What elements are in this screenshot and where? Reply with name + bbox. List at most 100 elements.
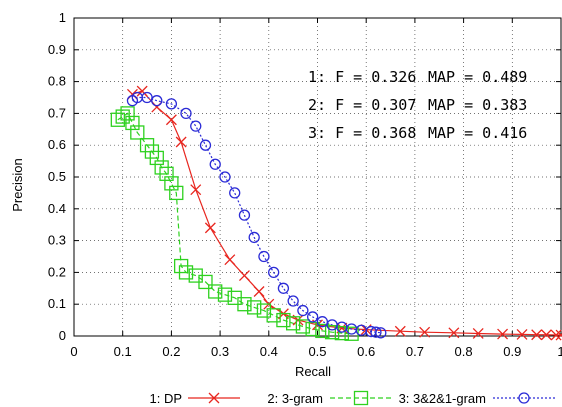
series-3-point (141, 91, 153, 104)
series-2-point (324, 325, 340, 340)
series-3-point (370, 326, 382, 338)
x-tick-label: 0 (70, 344, 77, 359)
series-2-point (285, 316, 301, 331)
legend-label-2: 2: 3-gram (267, 391, 323, 406)
series-line-2 (117, 112, 352, 335)
series-3-point (199, 139, 212, 151)
series-3-point (248, 231, 260, 244)
series-1-point (165, 114, 177, 126)
series-1-point (516, 328, 528, 340)
x-tick-label: 1 (557, 344, 562, 359)
axis-ticks: 0 0.1 0.2 0.3 0.4 0.5 0.6 0.7 0.8 0.9 1 0 0.1 0.2 0.3 0… (48, 10, 562, 359)
series-3-point (287, 295, 299, 307)
series-1-point (555, 329, 562, 341)
series-3-point (219, 171, 231, 183)
y-tick-label: 0.2 (48, 264, 66, 279)
y-tick-label: 0.5 (48, 169, 66, 184)
y-tick-label: 0.7 (48, 105, 66, 120)
series-2-point (149, 150, 164, 166)
legend: 1: DP 2: 3-gram 3: 3&2&1-gram (149, 390, 555, 406)
series-1-point (540, 329, 552, 341)
y-tick-label: 0.8 (48, 74, 66, 89)
series-3-point (151, 95, 163, 107)
series-3-point (238, 209, 251, 221)
series-2-point (169, 185, 184, 201)
series-3-point (229, 187, 241, 199)
series-2-point (125, 115, 140, 131)
series-3-point (258, 250, 270, 263)
series-2-point (198, 274, 213, 290)
annotation-block: 1: F = 0.326 MAP = 0.489 2: F = 0.307 MA… (308, 68, 527, 142)
series-1-point (238, 270, 250, 282)
series-1-point (448, 327, 460, 339)
y-tick-label: 0.9 (48, 42, 66, 57)
series-2-point (164, 176, 179, 191)
series-2-point (217, 287, 233, 302)
y-tick-label: 0.6 (48, 137, 66, 152)
plot-frame (73, 17, 562, 337)
series-3-point (277, 282, 290, 294)
series-3-point (209, 158, 221, 170)
series-1-point (497, 328, 509, 340)
y-axis-label: Precision (10, 158, 25, 211)
x-tick-label: 0.7 (406, 344, 424, 359)
series-3-point (375, 327, 387, 339)
series-1-point (136, 85, 148, 97)
y-tick-label: 0.1 (48, 296, 66, 311)
x-tick-label: 0.6 (357, 344, 375, 359)
series-1-point (419, 326, 431, 338)
series-2-point (159, 166, 174, 181)
y-tick-label: 0.4 (48, 201, 66, 216)
series-1-point (175, 136, 187, 148)
series-3-point (297, 304, 309, 317)
y-tick-label: 0.3 (48, 233, 66, 248)
series-line-3 (132, 96, 381, 334)
legend-label-1: 1: DP (149, 391, 182, 406)
x-tick-label: 0.5 (308, 344, 326, 359)
annotation-1-map: MAP = 0.489 (428, 68, 527, 86)
series-3-point (316, 316, 329, 328)
series-2-point (266, 308, 281, 323)
y-tick-label: 0 (59, 328, 66, 343)
series-3-point (190, 120, 202, 132)
x-tick-label: 0.4 (260, 344, 278, 359)
legend-marker-3 (518, 392, 530, 404)
series-1-point (190, 184, 202, 196)
series-2-point (247, 300, 262, 315)
y-tick-label: 1 (59, 10, 66, 25)
series-2-point (256, 303, 272, 318)
legend-marker-2 (353, 390, 369, 406)
series-2-point (315, 323, 330, 339)
annotation-3-f: 3: F = 0.368 (308, 124, 416, 142)
series-3-point (268, 266, 280, 279)
annotation-2-f: 2: F = 0.307 (308, 96, 416, 114)
series-2-point (120, 106, 135, 121)
series-1-point (253, 286, 265, 297)
series-2-point (237, 297, 252, 312)
series-1-point (394, 325, 406, 337)
series-1-point (224, 254, 236, 266)
x-tick-label: 0.1 (114, 344, 132, 359)
annotation-1-f: 1: F = 0.326 (308, 68, 416, 86)
series-2-point (178, 265, 194, 280)
series-2-point (276, 312, 291, 328)
series-3-point (165, 98, 178, 110)
series-2-point (130, 125, 145, 140)
x-tick-label: 0.3 (211, 344, 229, 359)
series-2-point (208, 284, 223, 299)
legend-marker-1 (208, 392, 220, 404)
x-axis-label: Recall (295, 364, 331, 379)
x-tick-label: 0.9 (503, 344, 521, 359)
annotation-2-map: MAP = 0.383 (428, 96, 527, 114)
x-tick-label: 0.2 (162, 344, 180, 359)
annotation-3-map: MAP = 0.416 (428, 124, 527, 142)
x-tick-label: 0.8 (455, 344, 473, 359)
grid-lines (74, 18, 561, 336)
series-markers (110, 85, 562, 341)
series-3-point (306, 311, 319, 323)
series-2-point (295, 319, 311, 334)
series-1-point (531, 329, 543, 341)
legend-label-3: 3: 3&2&1-gram (399, 391, 486, 406)
series-1-point (472, 327, 484, 339)
